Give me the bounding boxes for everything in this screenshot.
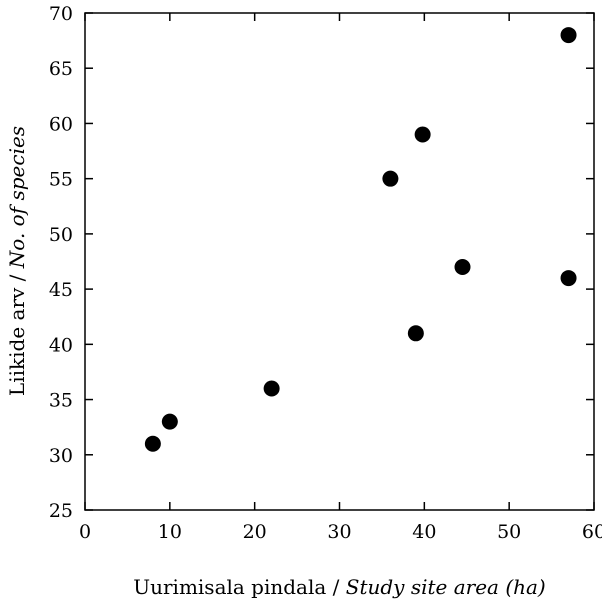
data-point (162, 414, 178, 430)
x-tick-label: 20 (243, 521, 267, 543)
plot-frame (85, 13, 594, 510)
x-axis-title: Uurimisala pindala / Study site area (ha… (133, 575, 545, 599)
x-tick-label: 40 (412, 521, 436, 543)
x-tick-label: 30 (327, 521, 351, 543)
y-axis-title: Liikide arv / No. of species (5, 126, 29, 396)
data-point (561, 27, 577, 43)
y-tick-label: 40 (49, 334, 73, 356)
y-tick-label: 45 (49, 279, 73, 301)
y-axis-title-plain: Liikide arv / (5, 268, 29, 396)
data-point (264, 381, 280, 397)
x-axis-title-italic: Study site area (ha) (346, 575, 546, 599)
y-tick-label: 65 (49, 58, 73, 80)
data-point (561, 270, 577, 286)
x-tick-label: 50 (497, 521, 521, 543)
data-points (145, 27, 577, 452)
axis-ticks: 0 10 20 30 40 50 60 25 30 35 40 45 50 55 60 65 70 (49, 3, 602, 543)
data-point (145, 436, 161, 452)
x-axis-title-plain: Uurimisala pindala / (133, 575, 346, 599)
y-tick-label: 50 (49, 224, 73, 246)
y-tick-label: 70 (49, 3, 73, 25)
y-axis-title-italic: No. of species (5, 126, 29, 269)
data-point (408, 325, 424, 341)
data-point (455, 259, 471, 275)
y-tick-label: 25 (49, 500, 73, 522)
data-point (382, 171, 398, 187)
x-tick-label: 10 (158, 521, 182, 543)
data-point (415, 126, 431, 142)
y-tick-label: 60 (49, 113, 73, 135)
y-tick-label: 30 (49, 445, 73, 467)
x-tick-label: 0 (79, 521, 91, 543)
x-tick-label: 60 (582, 521, 602, 543)
y-tick-label: 35 (49, 390, 73, 412)
y-tick-label: 55 (49, 169, 73, 191)
